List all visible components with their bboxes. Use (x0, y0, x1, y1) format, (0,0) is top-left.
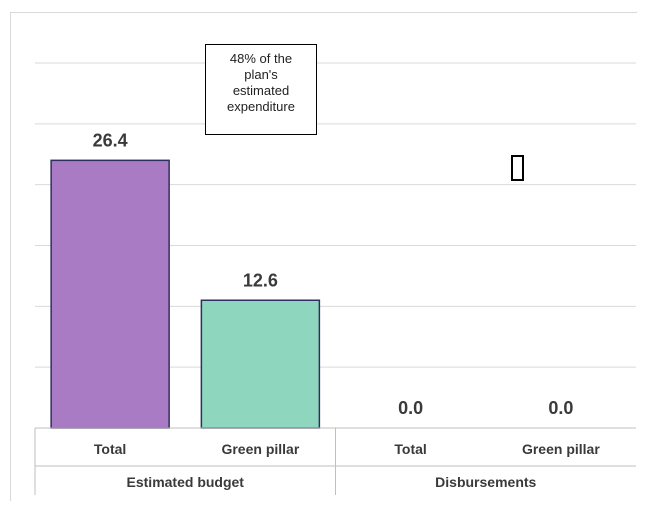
tick-label: Green pillar (522, 441, 600, 457)
tick-label: Total (94, 441, 126, 457)
annotation-line: plan's (244, 67, 278, 82)
value-labels: 26.4 12.6 0.0 0.0 (93, 130, 574, 418)
data-label: 0.0 (398, 398, 423, 418)
annotation-line: 48% of the (229, 51, 293, 66)
tick-label: Green pillar (221, 441, 299, 457)
group-label: Disbursements (435, 474, 536, 490)
data-label: 12.6 (243, 270, 278, 290)
annotation-line: expenditure (227, 99, 295, 114)
category-axis: Total Green pillar Total Green pillar Estima… (34, 427, 636, 495)
missing-glyph-icon (511, 155, 524, 181)
annotation-box: 48% of the plan's estimated expenditure (205, 44, 317, 135)
gridlines (35, 62, 636, 368)
bar (200, 299, 321, 429)
group-label: Estimated budget (127, 474, 245, 490)
bar (50, 159, 170, 429)
data-label: 26.4 (93, 130, 128, 150)
data-label: 0.0 (548, 398, 573, 418)
tick-label: Total (394, 441, 426, 457)
annotation-line: estimated (232, 83, 290, 98)
bars (50, 159, 321, 429)
chart-frame (10, 12, 637, 501)
